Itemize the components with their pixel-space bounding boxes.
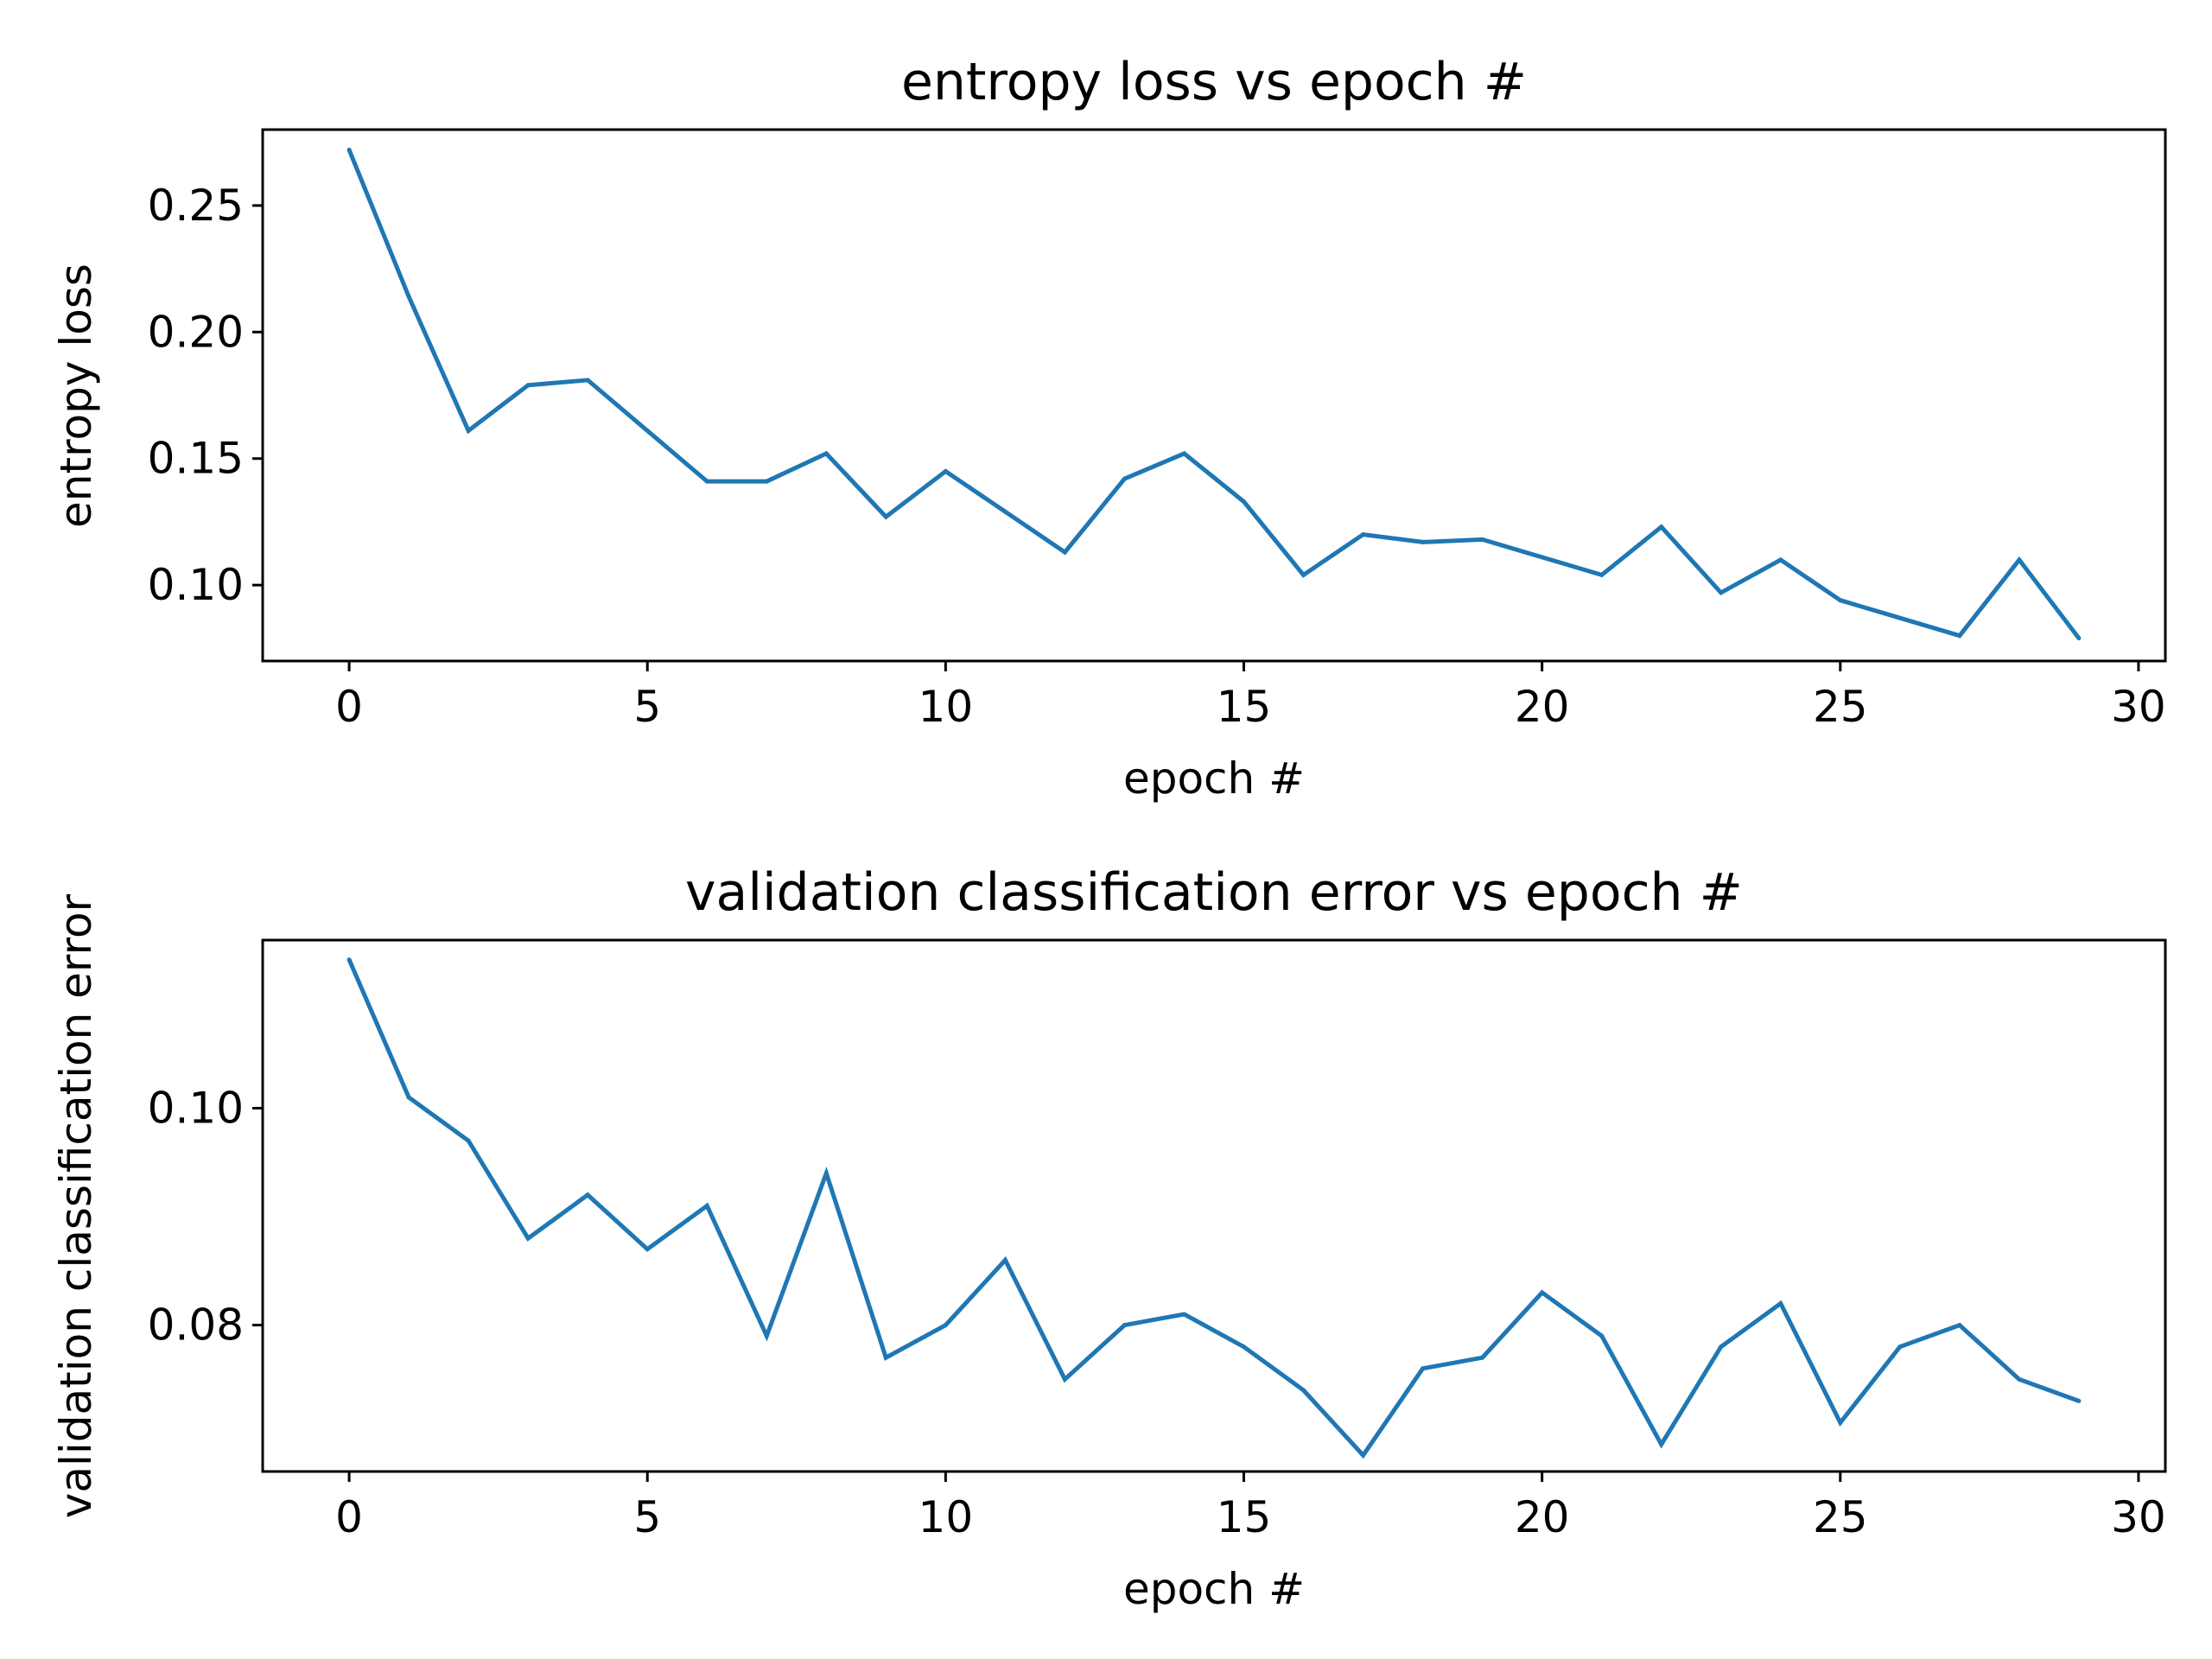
data-point [764, 479, 769, 484]
data-point [1719, 590, 1724, 595]
validation-error-subplot: validation classification error vs epoch… [51, 862, 2167, 1614]
data-point [1301, 1388, 1306, 1393]
data-point [764, 1333, 769, 1338]
data-point [585, 378, 590, 383]
data-point [704, 479, 709, 484]
data-point [1002, 1257, 1007, 1262]
chart-title: validation classification error vs epoch… [685, 862, 1743, 923]
data-point [883, 514, 888, 519]
data-point [1480, 537, 1485, 542]
plot-frame [261, 938, 2167, 1473]
data-point [1301, 572, 1306, 577]
series-line [346, 958, 2080, 1459]
data-point [1599, 1333, 1605, 1338]
data-point [1897, 1344, 1903, 1350]
data-point [525, 1236, 531, 1241]
x-tick-label: 20 [1515, 682, 1570, 732]
data-point [2017, 557, 2022, 563]
data-point [1599, 572, 1605, 577]
y-tick-label: 0.25 [148, 181, 244, 231]
data-point [1480, 1355, 1485, 1360]
y-tick-label: 0.10 [148, 560, 244, 610]
data-point [1181, 451, 1186, 456]
x-tick-label: 0 [335, 682, 363, 732]
data-points [346, 957, 2082, 1458]
y-tick-label: 0.08 [148, 1300, 244, 1351]
x-tick-label: 10 [918, 682, 974, 732]
data-point [1957, 1323, 1962, 1328]
x-tick-label: 30 [2111, 682, 2166, 732]
data-point [1421, 539, 1426, 544]
data-point [823, 451, 829, 456]
x-tick-label: 30 [2111, 1492, 2166, 1542]
data-point [466, 1138, 471, 1143]
y-tick-label: 0.20 [148, 307, 244, 357]
data-point [943, 1323, 948, 1328]
data-point [645, 1247, 650, 1252]
data-point [1361, 1452, 1366, 1458]
data-point [1719, 1344, 1724, 1350]
data-point [1838, 598, 1843, 603]
y-tick-label: 0.15 [148, 434, 244, 484]
data-point [1778, 557, 1783, 563]
data-point [1421, 1366, 1426, 1371]
x-tick-label: 25 [1813, 1492, 1868, 1542]
x-tick-label: 25 [1813, 682, 1868, 732]
ticks-group: 0 5 10 15 20 25 30 0.08 0.10 [148, 1084, 2166, 1542]
data-point [1778, 1300, 1783, 1306]
x-tick-label: 10 [918, 1492, 974, 1542]
data-point [585, 1192, 590, 1198]
data-point [406, 1095, 411, 1100]
x-tick-label: 15 [1217, 682, 1272, 732]
chart-title: entropy loss vs epoch # [901, 52, 1527, 112]
data-point [1659, 524, 1664, 530]
data-point [1957, 633, 1962, 639]
data-point [823, 1171, 829, 1176]
data-point [943, 468, 948, 474]
data-point [1122, 476, 1127, 481]
x-tick-label: 0 [335, 1492, 363, 1542]
x-axis-label: epoch # [1123, 1564, 1305, 1614]
x-tick-label: 5 [633, 682, 661, 732]
data-point [1242, 1344, 1247, 1350]
data-point [1838, 1421, 1843, 1426]
data-point [1540, 1290, 1545, 1295]
data-point [2076, 636, 2082, 641]
data-point [645, 429, 650, 433]
data-point [406, 294, 411, 299]
data-point [1659, 1442, 1664, 1447]
data-point [1062, 550, 1067, 555]
x-tick-label: 15 [1217, 1492, 1272, 1542]
data-point [704, 1204, 709, 1208]
data-point [2076, 1398, 2082, 1403]
series-line [346, 149, 2081, 640]
data-point [1122, 1323, 1127, 1328]
data-point [346, 957, 352, 963]
plot-frame [261, 128, 2167, 663]
data-point [1181, 1312, 1186, 1317]
data-point [346, 147, 352, 152]
entropy-loss-subplot: entropy loss vs epoch # epoch # entropy … [51, 52, 2167, 804]
data-point [1242, 499, 1247, 504]
ticks-group: 0 5 10 15 20 25 30 0.10 0.15 0.20 0.25 [148, 181, 2166, 732]
y-axis-label: validation classification error [51, 893, 101, 1518]
data-points [346, 147, 2082, 641]
data-point [1897, 615, 1903, 620]
data-point [1540, 555, 1545, 560]
x-axis-label: epoch # [1123, 753, 1305, 804]
data-point [883, 1355, 888, 1360]
y-axis-label: entropy loss [51, 264, 101, 528]
data-point [525, 383, 531, 388]
x-tick-label: 20 [1515, 1492, 1570, 1542]
data-point [1361, 532, 1366, 537]
data-point [1062, 1376, 1067, 1382]
data-point [466, 429, 471, 433]
y-tick-label: 0.10 [148, 1084, 244, 1134]
x-tick-label: 5 [633, 1492, 661, 1542]
data-point [2017, 1376, 2022, 1382]
data-point [1002, 509, 1007, 514]
